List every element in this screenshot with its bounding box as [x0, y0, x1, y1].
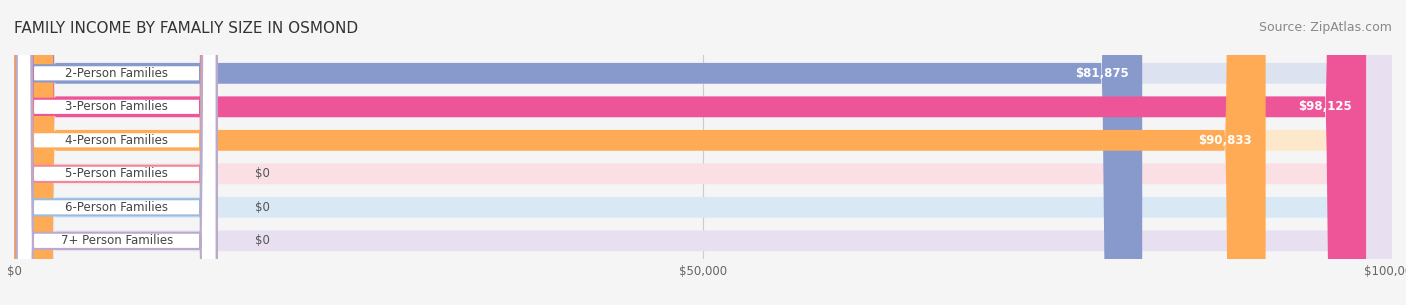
- Text: 5-Person Families: 5-Person Families: [65, 167, 169, 180]
- Text: $98,125: $98,125: [1299, 100, 1353, 113]
- FancyBboxPatch shape: [17, 0, 217, 305]
- FancyBboxPatch shape: [17, 0, 217, 305]
- Text: FAMILY INCOME BY FAMALIY SIZE IN OSMOND: FAMILY INCOME BY FAMALIY SIZE IN OSMOND: [14, 21, 359, 36]
- FancyBboxPatch shape: [17, 0, 217, 305]
- FancyBboxPatch shape: [14, 0, 1392, 305]
- FancyBboxPatch shape: [14, 0, 1367, 305]
- FancyBboxPatch shape: [14, 0, 1392, 305]
- FancyBboxPatch shape: [14, 0, 1392, 305]
- FancyBboxPatch shape: [14, 0, 1392, 305]
- Text: Source: ZipAtlas.com: Source: ZipAtlas.com: [1258, 21, 1392, 34]
- FancyBboxPatch shape: [17, 0, 217, 305]
- Text: $81,875: $81,875: [1074, 67, 1129, 80]
- Text: 2-Person Families: 2-Person Families: [65, 67, 169, 80]
- FancyBboxPatch shape: [14, 0, 1392, 305]
- FancyBboxPatch shape: [14, 0, 1265, 305]
- FancyBboxPatch shape: [17, 0, 217, 305]
- FancyBboxPatch shape: [17, 0, 217, 305]
- Text: 7+ Person Families: 7+ Person Families: [60, 234, 173, 247]
- FancyBboxPatch shape: [14, 0, 1142, 305]
- Text: $0: $0: [256, 201, 270, 214]
- FancyBboxPatch shape: [14, 0, 1392, 305]
- Text: 3-Person Families: 3-Person Families: [65, 100, 169, 113]
- Text: $0: $0: [256, 167, 270, 180]
- Text: 4-Person Families: 4-Person Families: [65, 134, 169, 147]
- Text: 6-Person Families: 6-Person Families: [65, 201, 169, 214]
- Text: $0: $0: [256, 234, 270, 247]
- Text: $90,833: $90,833: [1198, 134, 1251, 147]
